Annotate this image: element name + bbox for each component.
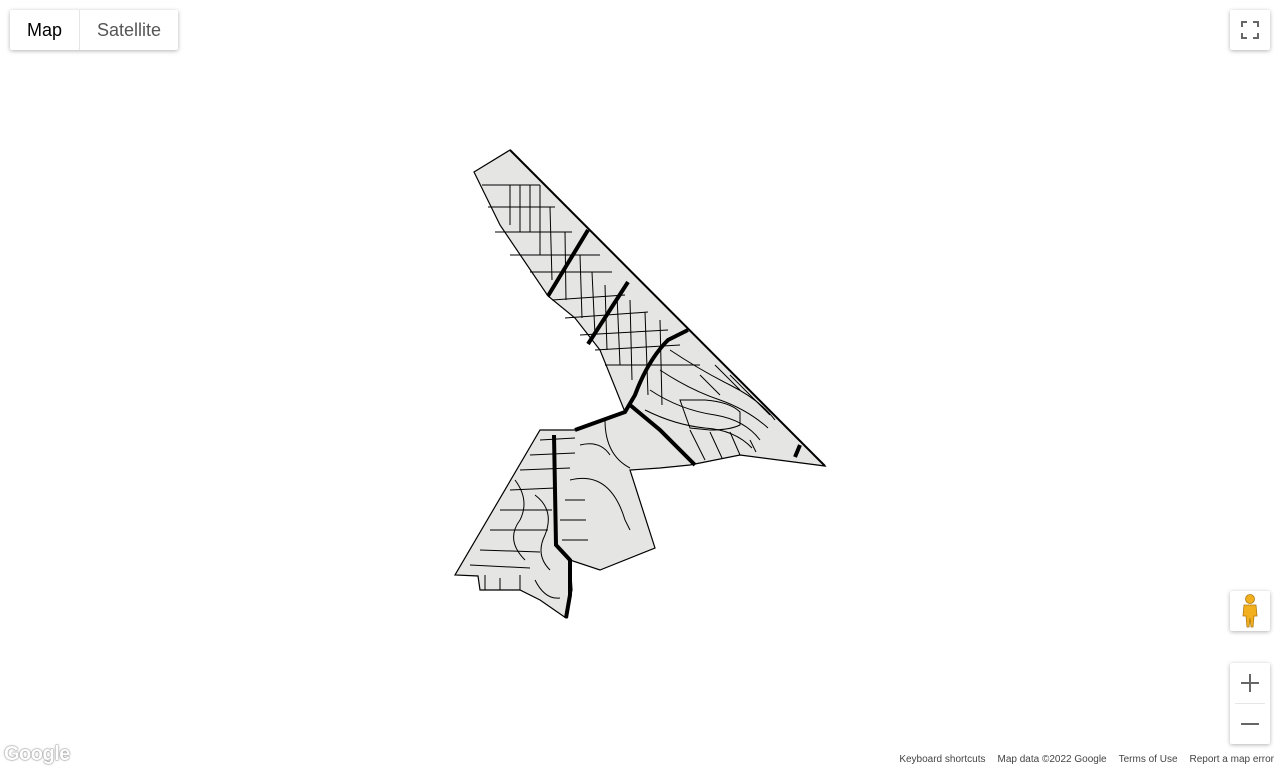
keyboard-shortcuts-link[interactable]: Keyboard shortcuts <box>899 754 986 765</box>
zoom-in-button[interactable] <box>1230 663 1270 703</box>
map-type-divider <box>79 10 81 50</box>
map-type-control: Map Satellite <box>10 10 179 50</box>
logo-text: Google <box>4 743 70 765</box>
edge-highway <box>509 149 826 467</box>
map-footer: Keyboard shortcuts Map data ©2022 Google… <box>893 752 1280 768</box>
map-type-satellite-button[interactable]: Satellite <box>97 20 162 40</box>
fullscreen-icon <box>1241 21 1259 39</box>
minus-icon <box>1241 723 1259 725</box>
zoom-control <box>1230 663 1270 744</box>
street-view-pegman-button[interactable] <box>1230 591 1270 631</box>
map-data-attribution: Map data ©2022 Google <box>997 754 1107 765</box>
report-map-error-link[interactable]: Report a map error <box>1189 754 1274 765</box>
zoom-out-button[interactable] <box>1230 704 1270 744</box>
map-type-map-button[interactable]: Map <box>27 20 63 40</box>
terms-of-use-link[interactable]: Terms of Use <box>1118 754 1178 765</box>
plus-icon <box>1241 674 1259 692</box>
google-logo[interactable]: Google <box>4 743 70 766</box>
zoom-divider <box>1235 703 1265 704</box>
pegman-icon <box>1242 594 1258 628</box>
fullscreen-button[interactable] <box>1230 10 1270 50</box>
arterial-roads <box>546 228 802 619</box>
